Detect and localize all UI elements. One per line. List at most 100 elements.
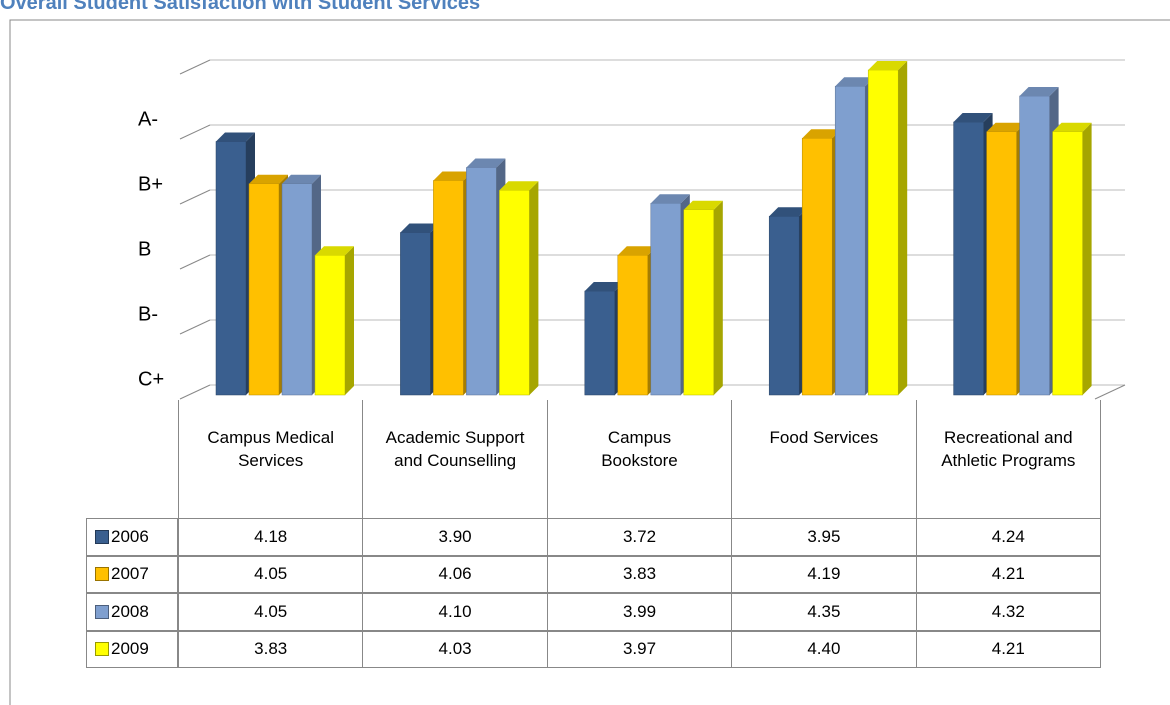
- bar-face: [1082, 122, 1092, 395]
- table-value: 3.83: [546, 555, 732, 593]
- bar: [314, 246, 354, 396]
- chart-title: Overall Student Satisfaction with Studen…: [0, 0, 481, 14]
- bar-face: [281, 183, 313, 396]
- bar-face: [953, 121, 984, 396]
- table-value: 3.83: [178, 630, 363, 668]
- bar-face: [282, 174, 321, 184]
- bar-face: [433, 180, 464, 396]
- legend-label: 2006: [111, 526, 149, 546]
- bar-face: [1019, 87, 1059, 96]
- bar: [1052, 122, 1092, 396]
- legend-swatch: [95, 642, 109, 657]
- bar-face: [868, 61, 908, 70]
- bar-face: [216, 132, 255, 142]
- bar-face: [986, 122, 1026, 132]
- bar: [281, 174, 321, 396]
- table-value: 4.10: [362, 593, 547, 631]
- bar: [499, 181, 539, 396]
- bar-face: [584, 290, 616, 396]
- table-value: 4.21: [915, 555, 1101, 593]
- grid-line: [179, 384, 211, 400]
- bar-face: [683, 200, 723, 210]
- table-value: 3.95: [731, 518, 916, 556]
- bar-face: [650, 194, 690, 204]
- chart-border: [9, 19, 1170, 705]
- legend-entry: 2007: [86, 555, 178, 593]
- table-value: 3.99: [546, 593, 732, 631]
- table-value: 4.35: [731, 593, 916, 631]
- bar-face: [249, 174, 288, 184]
- legend-swatch: [95, 529, 109, 544]
- bar-face: [713, 200, 723, 395]
- bar-face: [953, 113, 993, 122]
- category-label: Academic Support and Counselling: [362, 400, 546, 518]
- bar: [867, 61, 908, 396]
- bar-face: [499, 181, 539, 191]
- bar-face: [433, 171, 473, 181]
- legend-entry: 2006: [86, 518, 178, 556]
- bar-face: [248, 183, 280, 396]
- category-label: Campus Bookstore: [546, 400, 731, 518]
- bar-face: [769, 207, 809, 217]
- bar-face: [986, 131, 1017, 396]
- table-value: 4.18: [178, 518, 363, 556]
- y-tick-label: B-: [138, 303, 158, 325]
- table-value: 4.06: [362, 555, 547, 593]
- table-value: 4.32: [915, 593, 1101, 631]
- bar-face: [683, 209, 715, 396]
- bar-face: [345, 246, 354, 395]
- table-value: 3.72: [546, 518, 732, 556]
- bar-face: [315, 246, 354, 256]
- table-value: 4.05: [178, 593, 363, 631]
- legend-label: 2008: [111, 601, 149, 621]
- y-tick-label: A-: [138, 108, 158, 130]
- bar-face: [529, 181, 539, 395]
- table-value: 3.97: [546, 630, 732, 668]
- bar-face: [400, 232, 431, 396]
- table-value: 3.90: [362, 518, 547, 556]
- bar-face: [768, 216, 800, 396]
- bar: [584, 282, 624, 396]
- table-value: 4.24: [915, 518, 1101, 556]
- grid-line: [179, 189, 211, 205]
- y-tick-label: B: [138, 238, 151, 260]
- bar-face: [400, 223, 440, 233]
- y-tick-label: B+: [138, 173, 163, 195]
- table-value: 4.21: [915, 630, 1101, 668]
- table-value: 4.19: [731, 555, 916, 593]
- legend-entry: 2009: [86, 630, 178, 668]
- table-value: 4.05: [178, 555, 363, 593]
- table-edge: [1100, 400, 1101, 518]
- table-value: 4.40: [731, 630, 916, 668]
- category-label: Food Services: [731, 400, 915, 518]
- bar-face: [314, 255, 346, 396]
- legend-swatch: [95, 567, 109, 582]
- bar-face: [466, 158, 506, 168]
- grid-line: [179, 59, 211, 75]
- bar-face: [466, 167, 497, 396]
- grid-line: [179, 254, 211, 270]
- legend-label: 2007: [111, 564, 149, 584]
- bar-face: [834, 86, 866, 396]
- bar-face: [835, 77, 875, 87]
- legend-label: 2009: [111, 639, 149, 659]
- category-label: Campus Medical Services: [178, 400, 362, 518]
- bar-face: [215, 141, 247, 396]
- legend-entry: 2008: [86, 593, 178, 631]
- bar-face: [801, 138, 833, 396]
- bar-face: [1052, 131, 1083, 396]
- bar: [683, 200, 723, 396]
- bar-face: [1019, 95, 1050, 396]
- y-tick-label: C+: [138, 368, 164, 390]
- bar-face: [867, 69, 899, 396]
- category-label: Recreational and Athletic Programs: [915, 400, 1100, 518]
- table-value: 4.03: [362, 630, 547, 668]
- bar-face: [499, 190, 530, 396]
- axis-line: [1094, 384, 1126, 400]
- bar-face: [1052, 122, 1092, 132]
- bar-face: [617, 246, 657, 256]
- bar-face: [802, 129, 842, 139]
- bar-face: [898, 61, 908, 395]
